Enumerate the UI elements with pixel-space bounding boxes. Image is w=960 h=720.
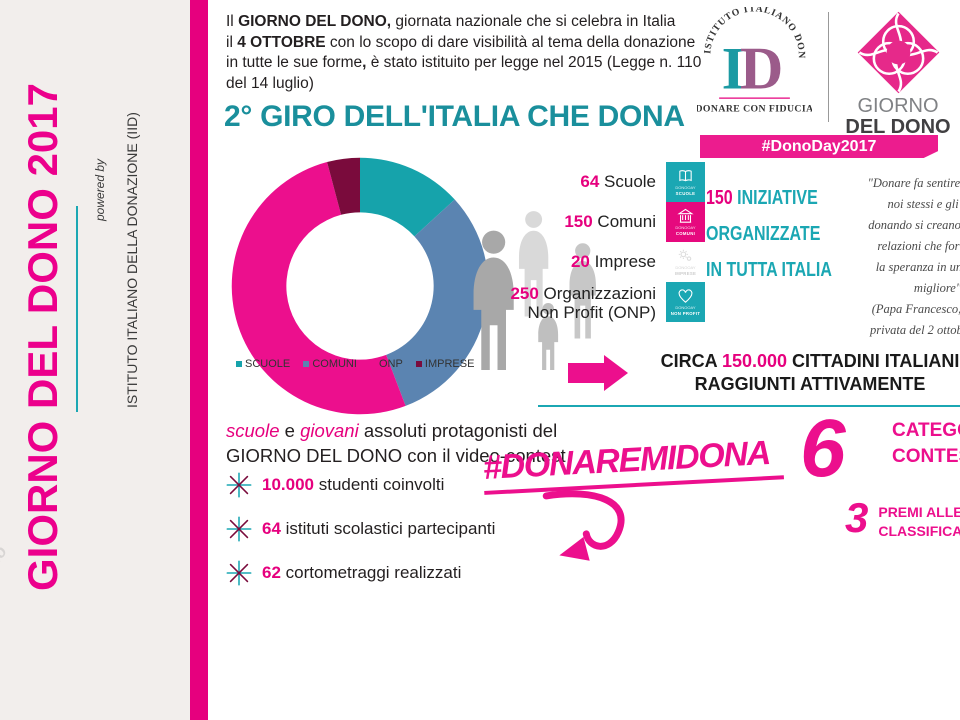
svg-text:DONARE CON FIDUCIA: DONARE CON FIDUCIA [697,103,812,114]
svg-text:D: D [740,35,783,102]
